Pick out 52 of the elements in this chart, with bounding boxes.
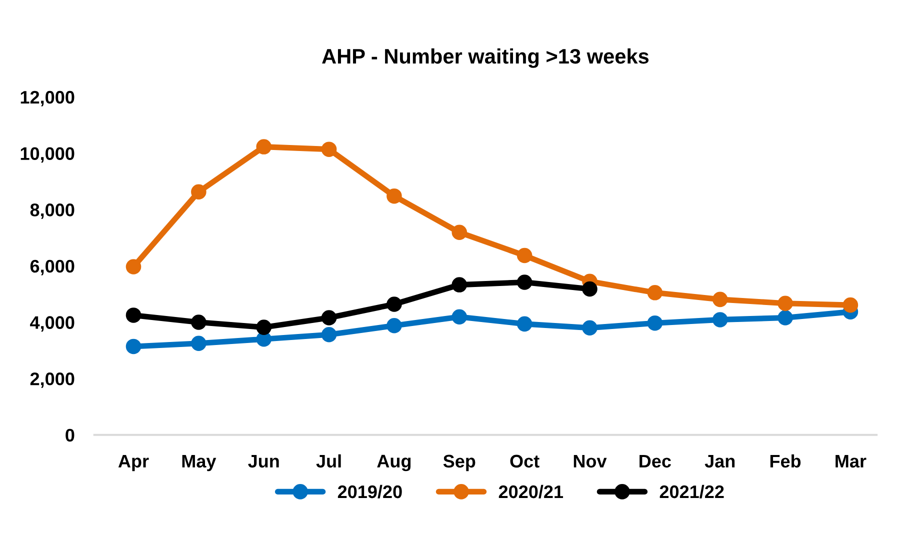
x-tick-label: Jun xyxy=(248,454,279,468)
point xyxy=(647,285,663,300)
point xyxy=(386,188,402,204)
point xyxy=(386,296,402,312)
y-tick-label: 8,000 xyxy=(30,204,74,219)
x-tick-label: Mar xyxy=(836,454,866,468)
point xyxy=(321,326,337,342)
x-tick-label: Jan xyxy=(704,454,735,468)
point xyxy=(647,315,663,331)
chart-title: AHP - Number waiting >13 weeks xyxy=(322,48,649,68)
x-tick-label: Oct xyxy=(510,454,540,468)
point xyxy=(452,224,468,240)
point xyxy=(516,316,532,332)
point xyxy=(516,248,532,264)
x-tick-label: May xyxy=(182,454,216,472)
legend-label: 2020/21 xyxy=(498,484,564,498)
point xyxy=(191,184,206,200)
point xyxy=(321,142,337,157)
legend-label: 2019/20 xyxy=(338,484,402,498)
point xyxy=(516,274,532,290)
point xyxy=(582,281,598,297)
point xyxy=(842,297,858,313)
point xyxy=(712,312,728,328)
point xyxy=(126,308,142,323)
point xyxy=(191,314,206,330)
legend-label: 2021/22 xyxy=(660,484,724,498)
x-tick-label: Nov xyxy=(574,454,607,468)
x-tick-label: Feb xyxy=(770,454,801,468)
point xyxy=(256,320,272,335)
x-tick-label: Sep xyxy=(443,454,476,472)
point xyxy=(452,309,468,325)
point xyxy=(778,310,793,326)
y-tick-label: 6,000 xyxy=(30,260,74,276)
y-tick-label: 10,000 xyxy=(20,147,74,163)
point xyxy=(386,318,402,334)
point xyxy=(452,277,468,292)
y-tick-label: 12,000 xyxy=(20,90,74,106)
point xyxy=(126,259,142,274)
point xyxy=(778,296,793,312)
point xyxy=(712,292,728,308)
point xyxy=(191,336,206,352)
x-tick-label: Dec xyxy=(640,454,671,468)
y-tick-label: 2,000 xyxy=(30,372,74,388)
point xyxy=(582,320,598,336)
point xyxy=(321,310,337,326)
x-tick-label: Apr xyxy=(118,454,149,472)
y-tick-label: 0 xyxy=(66,428,74,442)
x-tick-label: Jul xyxy=(316,454,341,468)
y-tick-label: 4,000 xyxy=(30,316,74,332)
point xyxy=(256,139,272,154)
point xyxy=(126,338,142,354)
x-tick-label: Aug xyxy=(377,454,411,472)
